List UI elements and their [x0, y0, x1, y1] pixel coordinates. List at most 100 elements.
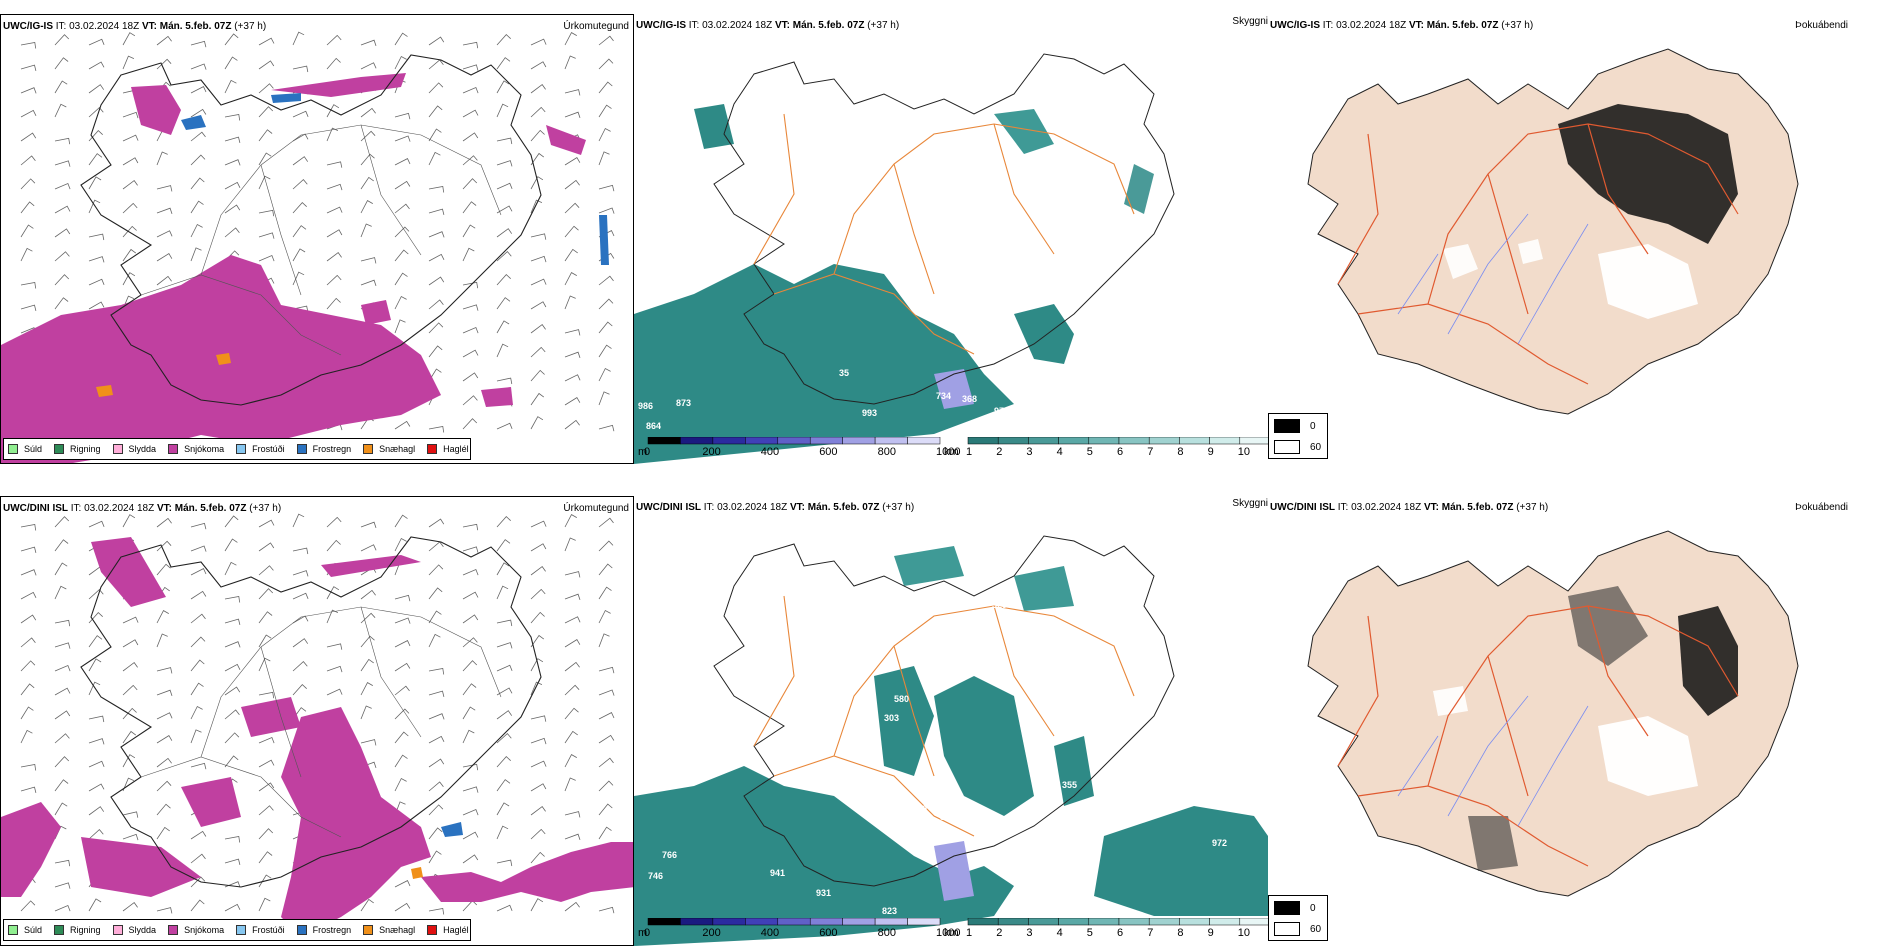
wind-barb [530, 715, 547, 722]
wind-barb [530, 566, 546, 576]
wind-barb [122, 514, 136, 528]
wind-barb [394, 319, 406, 334]
wind-barb [496, 57, 511, 70]
wind-barb [428, 231, 445, 238]
low-visibility-area [934, 841, 974, 901]
colorbar-swatch [777, 436, 811, 445]
wind-barb [190, 522, 207, 530]
wind-barb [462, 64, 479, 71]
wind-barb [54, 802, 68, 816]
wind-barb [598, 35, 614, 46]
wind-barb [598, 424, 615, 432]
legend-swatch [8, 444, 18, 454]
colorbar-tick: 1000 [936, 446, 961, 458]
wind-barb [462, 729, 475, 744]
wind-barb [598, 344, 612, 358]
wind-barb [292, 638, 309, 648]
legend-item: Snjókoma [168, 444, 224, 454]
wind-barb [496, 562, 510, 576]
wind-barb [54, 664, 71, 672]
fog-area [1598, 716, 1698, 796]
wind-barb [598, 58, 614, 70]
wind-barb [496, 756, 511, 768]
wind-barb [496, 779, 511, 792]
fog-area [1443, 244, 1478, 279]
wind-barb [326, 229, 343, 238]
colorbar-swatch [1239, 917, 1271, 926]
wind-barb [428, 804, 444, 816]
wind-barb [88, 738, 105, 745]
wind-barb [54, 779, 69, 792]
wind-barb [530, 278, 547, 286]
wind-barb [292, 225, 307, 238]
wind-barb [394, 112, 411, 120]
wind-barb [156, 35, 172, 46]
colorbar-swatches [647, 917, 1271, 926]
wind-barb [564, 55, 576, 70]
colorbar-tick: 8 [1177, 927, 1184, 939]
wind-barb [428, 36, 445, 46]
wind-barb [394, 295, 407, 310]
wind-barb [530, 898, 544, 912]
wind-barb [462, 304, 479, 311]
wind-barb [326, 252, 342, 262]
low-visibility-area [1124, 164, 1154, 214]
wind-barb [496, 274, 511, 286]
iceland-coastline [713, 535, 1175, 887]
wind-barb [462, 418, 478, 430]
wind-barb [360, 39, 377, 47]
wind-barb [564, 397, 581, 406]
wind-barb [530, 176, 544, 190]
wind-barb [530, 233, 547, 240]
wind-barb [258, 106, 274, 118]
wind-barb [292, 271, 305, 286]
wind-barb [496, 710, 513, 720]
colorbar-tick: 6 [1117, 927, 1124, 939]
wind-barb [156, 275, 172, 286]
fog-area [1598, 244, 1698, 319]
wind-barb [190, 40, 207, 48]
wind-barb [156, 151, 168, 166]
wind-barb [530, 324, 546, 334]
wind-barb [190, 899, 205, 912]
wind-barb [20, 569, 37, 576]
wind-barb [54, 182, 71, 190]
wind-barb [394, 180, 411, 190]
wind-barb [462, 224, 476, 238]
wind-barb [564, 754, 577, 768]
wind-barb [428, 426, 445, 433]
wind-barb [598, 367, 611, 382]
wind-barb [156, 230, 173, 238]
wind-barb [394, 32, 408, 46]
precip-map [1, 31, 615, 463]
wind-barb [20, 614, 37, 624]
colorbar-swatch [1148, 917, 1180, 926]
wind-barb [530, 658, 544, 672]
wind-barb [462, 109, 479, 118]
wind-barb [258, 736, 275, 744]
wind-barb [326, 127, 339, 142]
wind-barb [530, 543, 547, 552]
legend-swatch [236, 444, 247, 454]
wind-barb [54, 228, 71, 238]
wind-barb [156, 803, 171, 816]
wind-barb [530, 199, 543, 214]
wind-barb [462, 786, 479, 793]
wind-barb [564, 730, 578, 744]
snow-area [241, 697, 301, 737]
wind-barb [360, 544, 377, 552]
wind-barb [224, 663, 241, 672]
visibility-label: 823 [882, 906, 897, 916]
precip-legend: Súld Rigning Slydda Snjókoma Frostúði Fr… [3, 919, 471, 941]
wind-barb [496, 182, 513, 190]
wind-barb [190, 86, 207, 94]
roads [753, 595, 1135, 837]
wind-barb [156, 207, 173, 215]
wind-barb [360, 279, 377, 287]
wind-barb [564, 571, 581, 578]
wind-barb [564, 157, 581, 166]
colorbar-tick: 8 [1177, 446, 1184, 458]
wind-barb [258, 232, 275, 239]
panel-title: Skyggni [1232, 498, 1268, 509]
colorbar-tick: 5 [1086, 446, 1093, 458]
